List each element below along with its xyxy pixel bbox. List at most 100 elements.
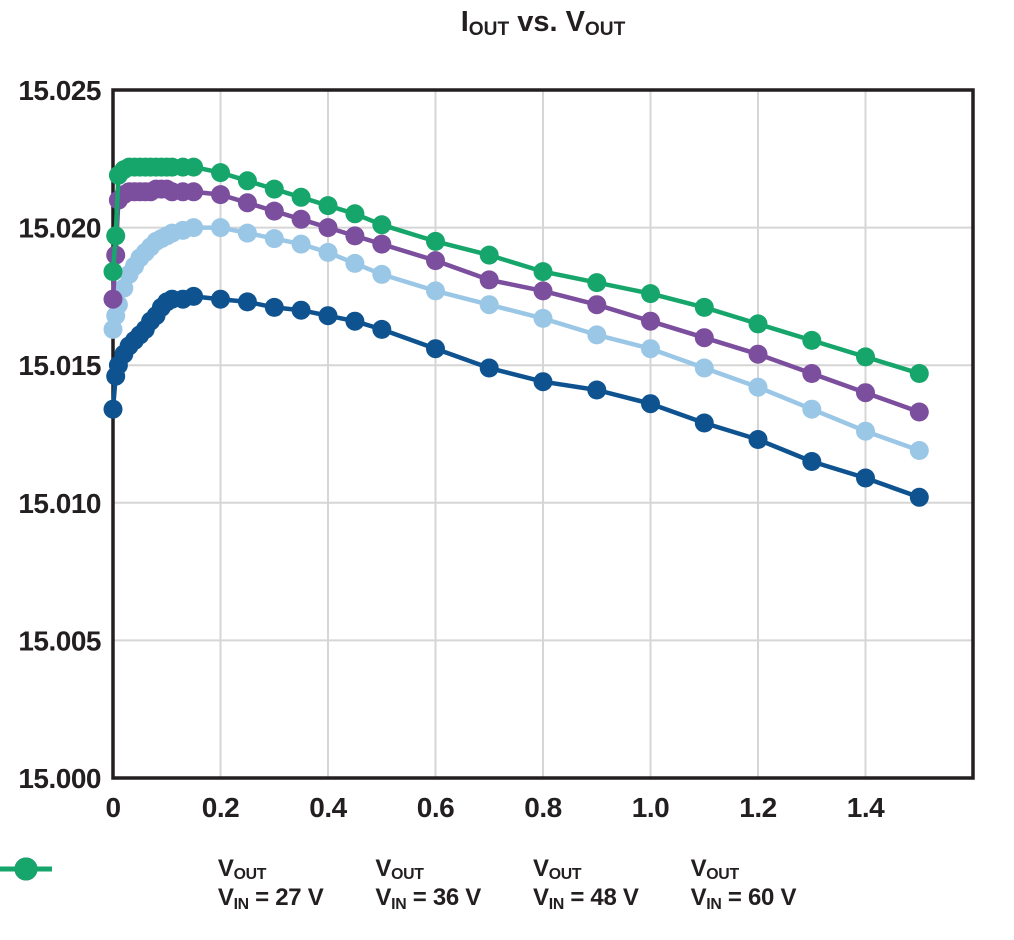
chart-title: IOUT vs. VOUT — [113, 6, 973, 39]
data-point-48v — [641, 311, 660, 331]
data-point-36v — [533, 308, 553, 328]
data-point-60v — [291, 187, 311, 207]
data-point-48v — [291, 209, 311, 229]
data-point-36v — [318, 242, 338, 262]
legend-marker-icon — [0, 857, 52, 881]
data-point-27v — [641, 394, 660, 414]
data-point-48v — [426, 251, 445, 271]
data-point-60v — [694, 297, 714, 317]
data-point-27v — [184, 286, 204, 306]
data-point-48v — [264, 201, 284, 221]
data-point-36v — [345, 253, 365, 273]
data-point-48v — [909, 402, 929, 422]
title-subscript: OUT — [468, 19, 510, 41]
data-point-27v — [318, 306, 338, 326]
data-point-36v — [479, 295, 499, 315]
legend-label: VOUT VIN = 48 V — [533, 854, 639, 913]
y-tick-label: 15.020 — [18, 213, 101, 244]
y-tick-label: 15.015 — [18, 350, 101, 381]
legend-label-line1: VOUT — [217, 855, 267, 884]
data-point-36v — [184, 218, 204, 238]
data-point-60v — [103, 262, 123, 282]
data-point-60v — [372, 215, 392, 235]
data-point-27v — [372, 319, 392, 339]
data-point-36v — [748, 377, 768, 397]
data-point-27v — [802, 452, 822, 471]
data-point-27v — [291, 300, 311, 320]
title-subscript: OUT — [584, 19, 626, 41]
x-tick-label: 1.4 — [847, 792, 885, 823]
series-line-27v — [110, 294, 921, 500]
data-point-48v — [318, 218, 338, 238]
data-point-36v — [802, 399, 822, 419]
data-point-48v — [184, 182, 204, 202]
data-point-60v — [237, 171, 257, 191]
data-point-48v — [533, 281, 553, 301]
data-point-27v — [694, 413, 714, 433]
data-point-48v — [694, 328, 714, 348]
x-tick-label: 1.0 — [632, 792, 669, 823]
legend-label-line1: VOUT — [375, 855, 424, 884]
data-point-60v — [426, 231, 445, 251]
legend-item-vin-60v: VOUT VIN = 60 V — [0, 854, 797, 913]
data-point-48v — [479, 270, 499, 290]
legend-label-line2: VIN = 48 V — [533, 884, 639, 913]
legend-label-line2: VIN = 36 V — [375, 884, 481, 913]
data-point-48v — [237, 193, 257, 213]
data-point-36v — [587, 325, 607, 345]
x-tick-label: 1.2 — [739, 792, 776, 823]
data-point-48v — [587, 295, 607, 315]
legend-label-line1: VOUT — [690, 855, 740, 884]
x-tick-label: 0.2 — [202, 792, 239, 823]
legend-label-line2: VIN = 60 V — [690, 884, 797, 913]
data-point-60v — [748, 314, 768, 334]
data-point-60v — [479, 245, 499, 265]
data-point-27v — [211, 289, 230, 309]
chart-legend: VOUT VIN = 27 V VOUT VIN = 36 V VOUT VIN = 48… — [0, 854, 1014, 913]
data-point-27v — [479, 358, 499, 378]
legend-label-line1: VOUT — [533, 855, 582, 884]
data-point-60v — [587, 273, 607, 293]
legend-item-vin-48v: VOUT VIN = 48 V — [0, 854, 639, 913]
legend-label: VOUT VIN = 27 V — [218, 854, 324, 913]
data-point-60v — [211, 163, 230, 183]
data-point-36v — [291, 234, 311, 254]
data-point-60v — [318, 196, 338, 216]
data-point-27v — [345, 311, 365, 331]
data-point-48v — [802, 364, 822, 383]
y-tick-label: 15.005 — [18, 625, 101, 656]
data-point-36v — [909, 441, 929, 460]
data-point-27v — [748, 430, 768, 449]
data-point-60v — [533, 262, 553, 282]
title-text: vs. V — [509, 6, 585, 38]
data-point-27v — [264, 297, 284, 317]
data-point-48v — [372, 234, 392, 254]
data-point-48v — [103, 289, 123, 309]
data-point-36v — [641, 339, 660, 359]
x-tick-label: 0.4 — [309, 792, 347, 823]
y-tick-label: 15.010 — [18, 488, 101, 519]
data-point-60v — [264, 179, 284, 199]
data-point-36v — [211, 218, 230, 238]
legend-item-vin-36v: VOUT VIN = 36 V — [0, 854, 481, 913]
legend-label: VOUT VIN = 60 V — [691, 854, 797, 913]
y-tick-label: 15.025 — [18, 75, 101, 106]
legend-label-line2: VIN = 27 V — [217, 884, 324, 913]
x-tick-label: 0.6 — [417, 792, 454, 823]
data-point-27v — [237, 292, 257, 312]
data-point-27v — [856, 468, 875, 488]
x-tick-label: 0 — [105, 792, 120, 823]
data-point-27v — [533, 372, 553, 392]
legend-item-vin-27v: VOUT VIN = 27 V — [0, 854, 324, 913]
plot-border — [111, 88, 975, 780]
data-point-60v — [106, 226, 126, 246]
data-point-60v — [909, 364, 929, 383]
data-point-60v — [184, 157, 204, 177]
data-point-48v — [748, 344, 768, 364]
data-point-36v — [264, 229, 284, 249]
data-point-48v — [211, 185, 230, 205]
data-point-36v — [237, 223, 257, 243]
data-point-27v — [426, 339, 445, 359]
